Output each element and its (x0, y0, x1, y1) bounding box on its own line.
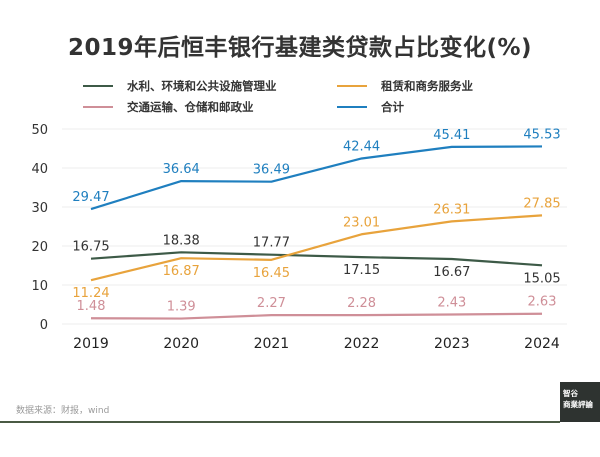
legend-swatch (337, 106, 367, 108)
data-label: 17.15 (343, 263, 380, 278)
data-label: 2.63 (528, 295, 557, 310)
data-label: 42.44 (343, 139, 380, 154)
legend-swatch (83, 85, 113, 87)
data-label: 1.39 (167, 300, 196, 315)
data-label: 16.45 (253, 266, 290, 281)
legend-item-transport-storage: 交通运输、仓储和邮政业 (83, 99, 254, 115)
data-label: 16.75 (72, 240, 109, 255)
data-label: 18.38 (163, 233, 200, 248)
x-tick-label: 2022 (344, 336, 380, 352)
legend-label: 水利、环境和公共设施管理业 (127, 79, 277, 93)
data-label: 2.28 (347, 296, 376, 311)
y-tick-label: 50 (31, 123, 48, 138)
chart-legend: 水利、环境和公共设施管理业 租赁和商务服务业 交通运输、仓储和邮政业 合计 (0, 74, 600, 114)
data-label: 2.43 (437, 296, 466, 311)
data-label: 2.27 (257, 296, 286, 311)
logo-line1: 智谷 (563, 389, 578, 398)
data-label: 16.67 (433, 265, 470, 280)
x-tick-label: 2021 (254, 336, 290, 352)
data-label: 1.48 (77, 299, 106, 314)
legend-label: 租赁和商务服务业 (381, 79, 473, 93)
x-tick-label: 2019 (73, 336, 109, 352)
series-line (90, 251, 543, 267)
y-tick-label: 10 (31, 279, 48, 294)
data-label: 26.31 (433, 202, 470, 217)
series-line (90, 312, 543, 320)
x-tick-label: 2023 (434, 336, 470, 352)
data-label: 36.49 (253, 163, 290, 178)
data-label: 27.85 (523, 196, 560, 211)
publisher-logo: 智谷 商業評論 (560, 382, 600, 422)
data-label: 11.24 (72, 286, 109, 301)
legend-swatch (337, 85, 367, 87)
legend-item-leasing-business: 租赁和商务服务业 (337, 78, 473, 94)
y-tick-label: 30 (31, 201, 48, 216)
legend-item-total: 合计 (337, 99, 404, 115)
legend-item-water-environment: 水利、环境和公共设施管理业 (83, 78, 277, 94)
data-label: 29.47 (72, 190, 109, 205)
line-chart: 0 10 20 30 40 50 2019 2020 2021 2022 2023 2024 16.75… (31, 123, 567, 352)
data-label: 45.53 (523, 127, 560, 142)
data-source-note: 数据来源：财报，wind (16, 406, 110, 416)
legend-label: 交通运输、仓储和邮政业 (127, 100, 254, 114)
logo-line2: 商業評論 (563, 400, 593, 409)
data-label: 36.64 (163, 162, 200, 177)
data-label: 45.41 (433, 128, 470, 143)
series-line (90, 214, 543, 282)
data-label: 17.77 (253, 236, 290, 251)
y-tick-label: 40 (31, 162, 48, 177)
series-line (90, 145, 543, 211)
data-label: 23.01 (343, 215, 380, 230)
legend-swatch (83, 106, 113, 108)
y-tick-label: 0 (40, 318, 48, 333)
footer-divider (0, 421, 560, 423)
x-tick-label: 2020 (163, 336, 199, 352)
y-tick-label: 20 (31, 240, 48, 255)
x-tick-label: 2024 (524, 336, 560, 352)
chart-title: 2019年后恒丰银行基建类贷款占比变化(%) (67, 35, 533, 61)
data-label: 15.05 (523, 271, 560, 286)
legend-label: 合计 (381, 100, 404, 114)
data-label: 16.87 (163, 264, 200, 279)
